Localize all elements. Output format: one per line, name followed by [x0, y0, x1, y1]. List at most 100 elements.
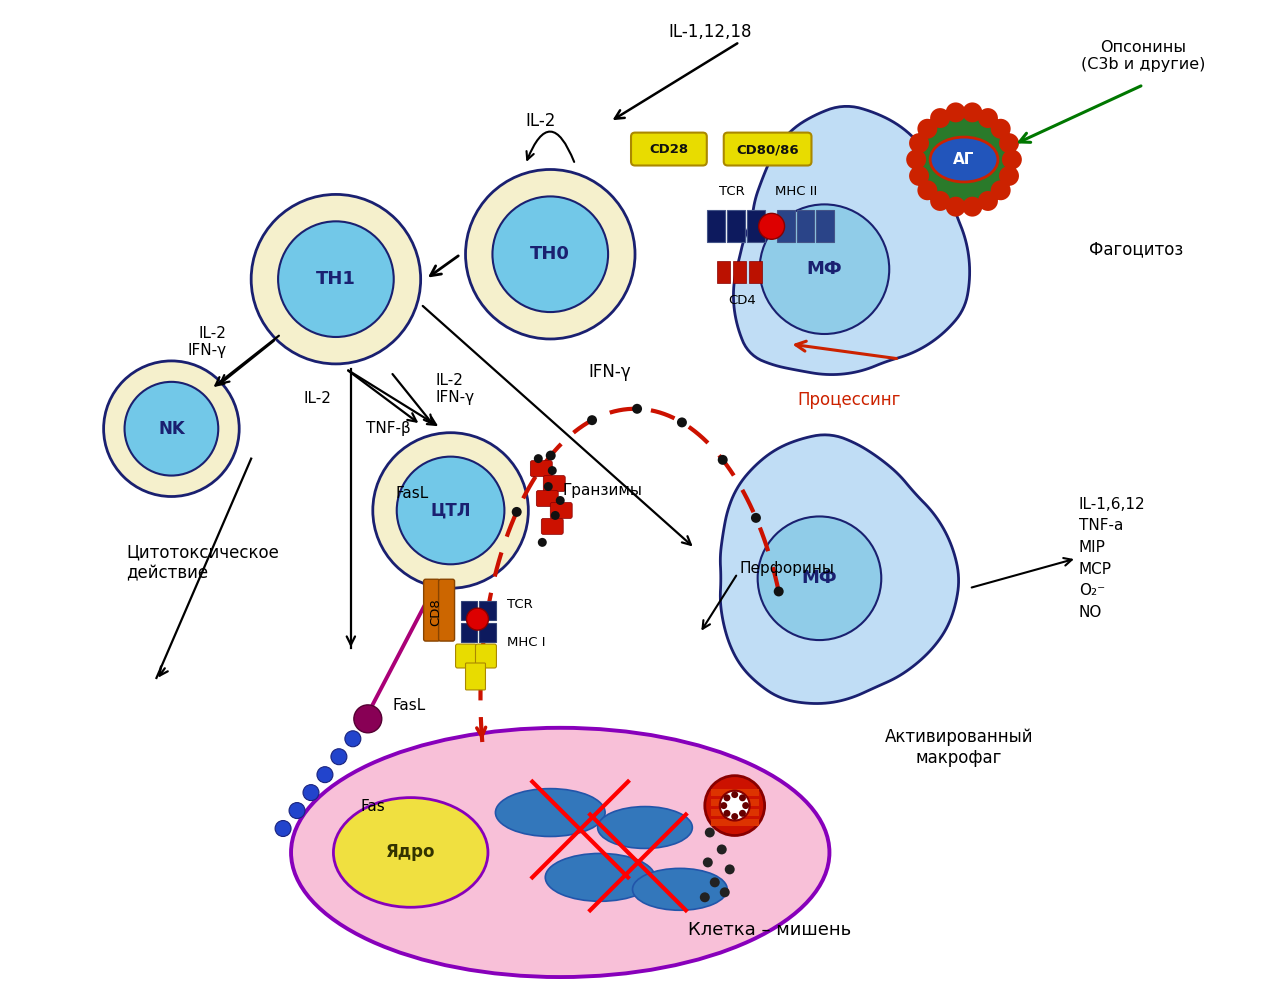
Ellipse shape [931, 138, 998, 182]
FancyBboxPatch shape [475, 644, 497, 668]
Circle shape [353, 705, 381, 733]
Circle shape [906, 150, 927, 169]
FancyBboxPatch shape [777, 210, 795, 242]
Circle shape [124, 382, 219, 476]
Circle shape [978, 108, 998, 128]
FancyBboxPatch shape [541, 518, 563, 534]
Circle shape [251, 194, 421, 364]
FancyBboxPatch shape [536, 491, 558, 506]
Text: TCR: TCR [719, 185, 745, 198]
Circle shape [759, 204, 890, 334]
FancyBboxPatch shape [732, 261, 746, 283]
Text: TNF-β: TNF-β [366, 421, 411, 437]
FancyBboxPatch shape [466, 663, 485, 690]
Circle shape [718, 455, 728, 465]
Circle shape [512, 506, 522, 516]
Text: IL-2
IFN-γ: IL-2 IFN-γ [187, 326, 227, 358]
Text: CD4: CD4 [728, 294, 755, 307]
Circle shape [931, 191, 950, 211]
Ellipse shape [632, 868, 727, 910]
Circle shape [759, 213, 785, 239]
Circle shape [534, 455, 543, 463]
FancyBboxPatch shape [796, 210, 814, 242]
FancyBboxPatch shape [707, 210, 724, 242]
Circle shape [724, 864, 735, 874]
Circle shape [705, 828, 714, 837]
Text: Активированный
макрофаг: Активированный макрофаг [884, 728, 1033, 767]
FancyBboxPatch shape [749, 261, 762, 283]
Circle shape [548, 466, 557, 476]
Text: IL-1,6,12
TNF-a
MIP
MCP
O₂⁻
NO: IL-1,6,12 TNF-a MIP MCP O₂⁻ NO [1079, 497, 1146, 620]
Circle shape [317, 767, 333, 783]
Text: ТН0: ТН0 [530, 245, 570, 263]
FancyBboxPatch shape [424, 579, 439, 641]
Circle shape [913, 108, 1016, 211]
Circle shape [751, 512, 760, 522]
Circle shape [677, 418, 687, 428]
Text: IL-1,12,18: IL-1,12,18 [668, 23, 751, 41]
Circle shape [758, 516, 881, 640]
Text: MHC I: MHC I [507, 635, 545, 649]
Circle shape [588, 415, 596, 425]
Ellipse shape [495, 789, 605, 836]
Circle shape [493, 196, 608, 312]
Circle shape [723, 795, 731, 802]
Circle shape [1002, 150, 1021, 169]
Text: Фагоцитоз: Фагоцитоз [1089, 240, 1183, 258]
Ellipse shape [291, 728, 829, 977]
Text: MHC II: MHC II [776, 185, 818, 198]
Text: TCR: TCR [507, 597, 534, 611]
Circle shape [918, 119, 937, 139]
FancyBboxPatch shape [550, 502, 572, 518]
Circle shape [773, 586, 783, 596]
FancyBboxPatch shape [710, 819, 759, 826]
Circle shape [372, 433, 529, 588]
Text: Гранзимы: Гранзимы [562, 483, 643, 498]
FancyBboxPatch shape [710, 799, 759, 806]
Text: IL-2: IL-2 [525, 112, 556, 130]
Text: NK: NK [157, 420, 184, 438]
Ellipse shape [545, 853, 655, 901]
Circle shape [466, 608, 489, 630]
Text: АГ: АГ [954, 152, 974, 167]
FancyBboxPatch shape [817, 210, 835, 242]
Text: ЦТЛ: ЦТЛ [430, 501, 471, 519]
FancyBboxPatch shape [480, 601, 497, 620]
Polygon shape [733, 107, 970, 375]
Text: Процессинг: Процессинг [797, 391, 901, 409]
Text: CD8: CD8 [429, 598, 442, 626]
Circle shape [703, 857, 713, 867]
Text: Опсонины
(С3b и другие): Опсонины (С3b и другие) [1082, 40, 1206, 72]
Circle shape [717, 844, 727, 854]
Circle shape [710, 877, 719, 887]
Text: Перфорины: Перфорины [740, 560, 835, 576]
Circle shape [397, 457, 504, 564]
Circle shape [545, 451, 556, 461]
FancyBboxPatch shape [717, 261, 730, 283]
Circle shape [538, 538, 547, 546]
Circle shape [344, 731, 361, 747]
Circle shape [705, 776, 764, 835]
Circle shape [332, 749, 347, 765]
Circle shape [632, 404, 643, 414]
Circle shape [918, 180, 937, 200]
Circle shape [544, 483, 553, 492]
FancyBboxPatch shape [727, 210, 745, 242]
Text: Клетка – мишень: Клетка – мишень [687, 921, 851, 939]
FancyBboxPatch shape [461, 601, 477, 620]
Circle shape [739, 810, 746, 817]
Text: Цитотоксическое
действие: Цитотоксическое действие [127, 544, 279, 582]
Circle shape [700, 892, 710, 902]
Circle shape [909, 134, 929, 154]
FancyBboxPatch shape [723, 133, 812, 166]
Circle shape [998, 134, 1019, 154]
Circle shape [909, 166, 929, 185]
FancyBboxPatch shape [543, 476, 566, 492]
Text: МФ: МФ [806, 260, 842, 278]
Text: Fas: Fas [361, 799, 385, 815]
Circle shape [742, 802, 749, 810]
FancyBboxPatch shape [439, 579, 454, 641]
Circle shape [731, 792, 739, 798]
Circle shape [978, 191, 998, 211]
Ellipse shape [598, 807, 692, 848]
